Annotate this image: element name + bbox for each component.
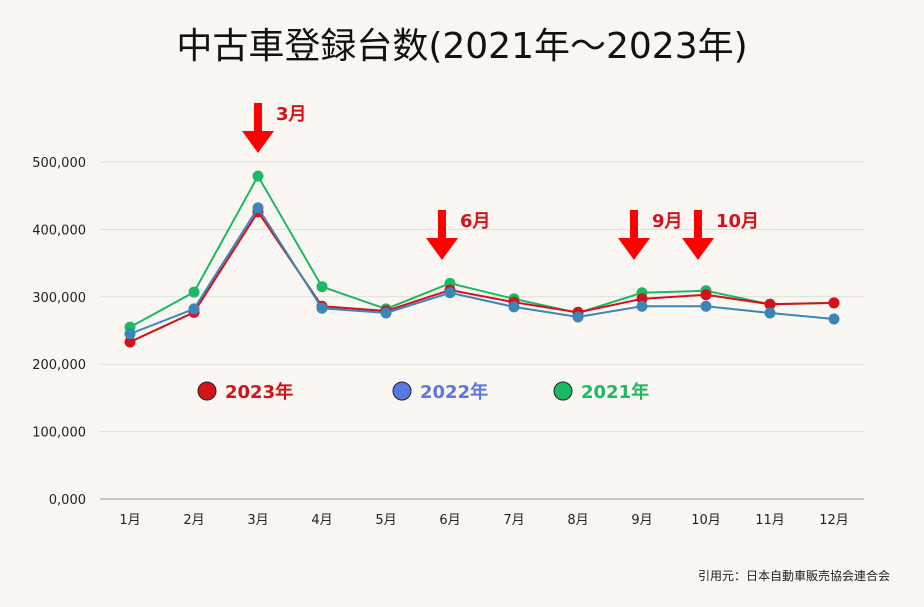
x-tick-label: 5月 (375, 513, 396, 528)
series-line-2022年 (129, 205, 835, 335)
data-point (316, 281, 328, 293)
x-tick-label: 11月 (755, 513, 785, 528)
down-arrow-icon (242, 103, 274, 153)
down-arrow-icon (618, 210, 650, 260)
data-point (636, 300, 648, 312)
data-point (124, 336, 136, 348)
x-tick-label: 1月 (119, 513, 140, 528)
data-point (700, 289, 712, 301)
data-point (828, 297, 840, 309)
arrow-annotation: 9月 (618, 210, 683, 260)
chart-title: 中古車登録台数(2021年〜2023年) (176, 26, 747, 67)
data-point (828, 313, 840, 325)
y-tick-label: 300,000 (32, 291, 86, 306)
legend-marker (392, 381, 412, 401)
legend-label: 2022年 (420, 381, 488, 403)
annotation-label: 6月 (460, 211, 491, 232)
y-tick-label: 100,000 (32, 426, 86, 441)
arrow-annotation: 3月 (242, 103, 307, 153)
x-tick-label: 10月 (691, 513, 721, 528)
legend-label: 2023年 (225, 381, 293, 403)
data-point (764, 298, 776, 310)
data-point (444, 287, 456, 299)
data-point (188, 286, 200, 298)
x-tick-label: 7月 (503, 513, 524, 528)
x-tick-label: 12月 (819, 513, 849, 528)
source-note: 引用元：日本自動車販売協会連合会 (698, 568, 890, 583)
down-arrow-icon (682, 210, 714, 260)
y-tick-label: 200,000 (32, 358, 86, 373)
annotation-label: 10月 (716, 211, 759, 232)
arrow-annotation: 6月 (426, 210, 491, 260)
legend-label: 2021年 (581, 381, 649, 403)
series-line-2021年 (129, 174, 835, 329)
legend-marker (553, 381, 573, 401)
data-point (380, 307, 392, 319)
legend-marker (197, 381, 217, 401)
data-point (188, 303, 200, 315)
y-tick-label: 500,000 (32, 156, 86, 171)
data-point (508, 301, 520, 313)
data-point (700, 300, 712, 312)
x-tick-label: 4月 (311, 513, 332, 528)
data-point (316, 302, 328, 314)
series-line-2023年 (129, 210, 835, 343)
x-tick-label: 8月 (567, 513, 588, 528)
data-point (124, 328, 136, 340)
y-tick-label: 0,000 (49, 493, 86, 508)
annotation-label: 9月 (652, 211, 683, 232)
x-tick-label: 2月 (183, 513, 204, 528)
data-point (252, 170, 264, 182)
y-tick-label: 400,000 (32, 223, 86, 238)
x-tick-label: 3月 (247, 513, 268, 528)
arrow-annotation: 10月 (682, 210, 759, 260)
x-tick-label: 9月 (631, 513, 652, 528)
data-point (572, 311, 584, 323)
down-arrow-icon (426, 210, 458, 260)
data-point (252, 202, 264, 214)
data-point (764, 307, 776, 319)
x-tick-label: 6月 (439, 513, 460, 528)
annotation-label: 3月 (276, 104, 307, 125)
